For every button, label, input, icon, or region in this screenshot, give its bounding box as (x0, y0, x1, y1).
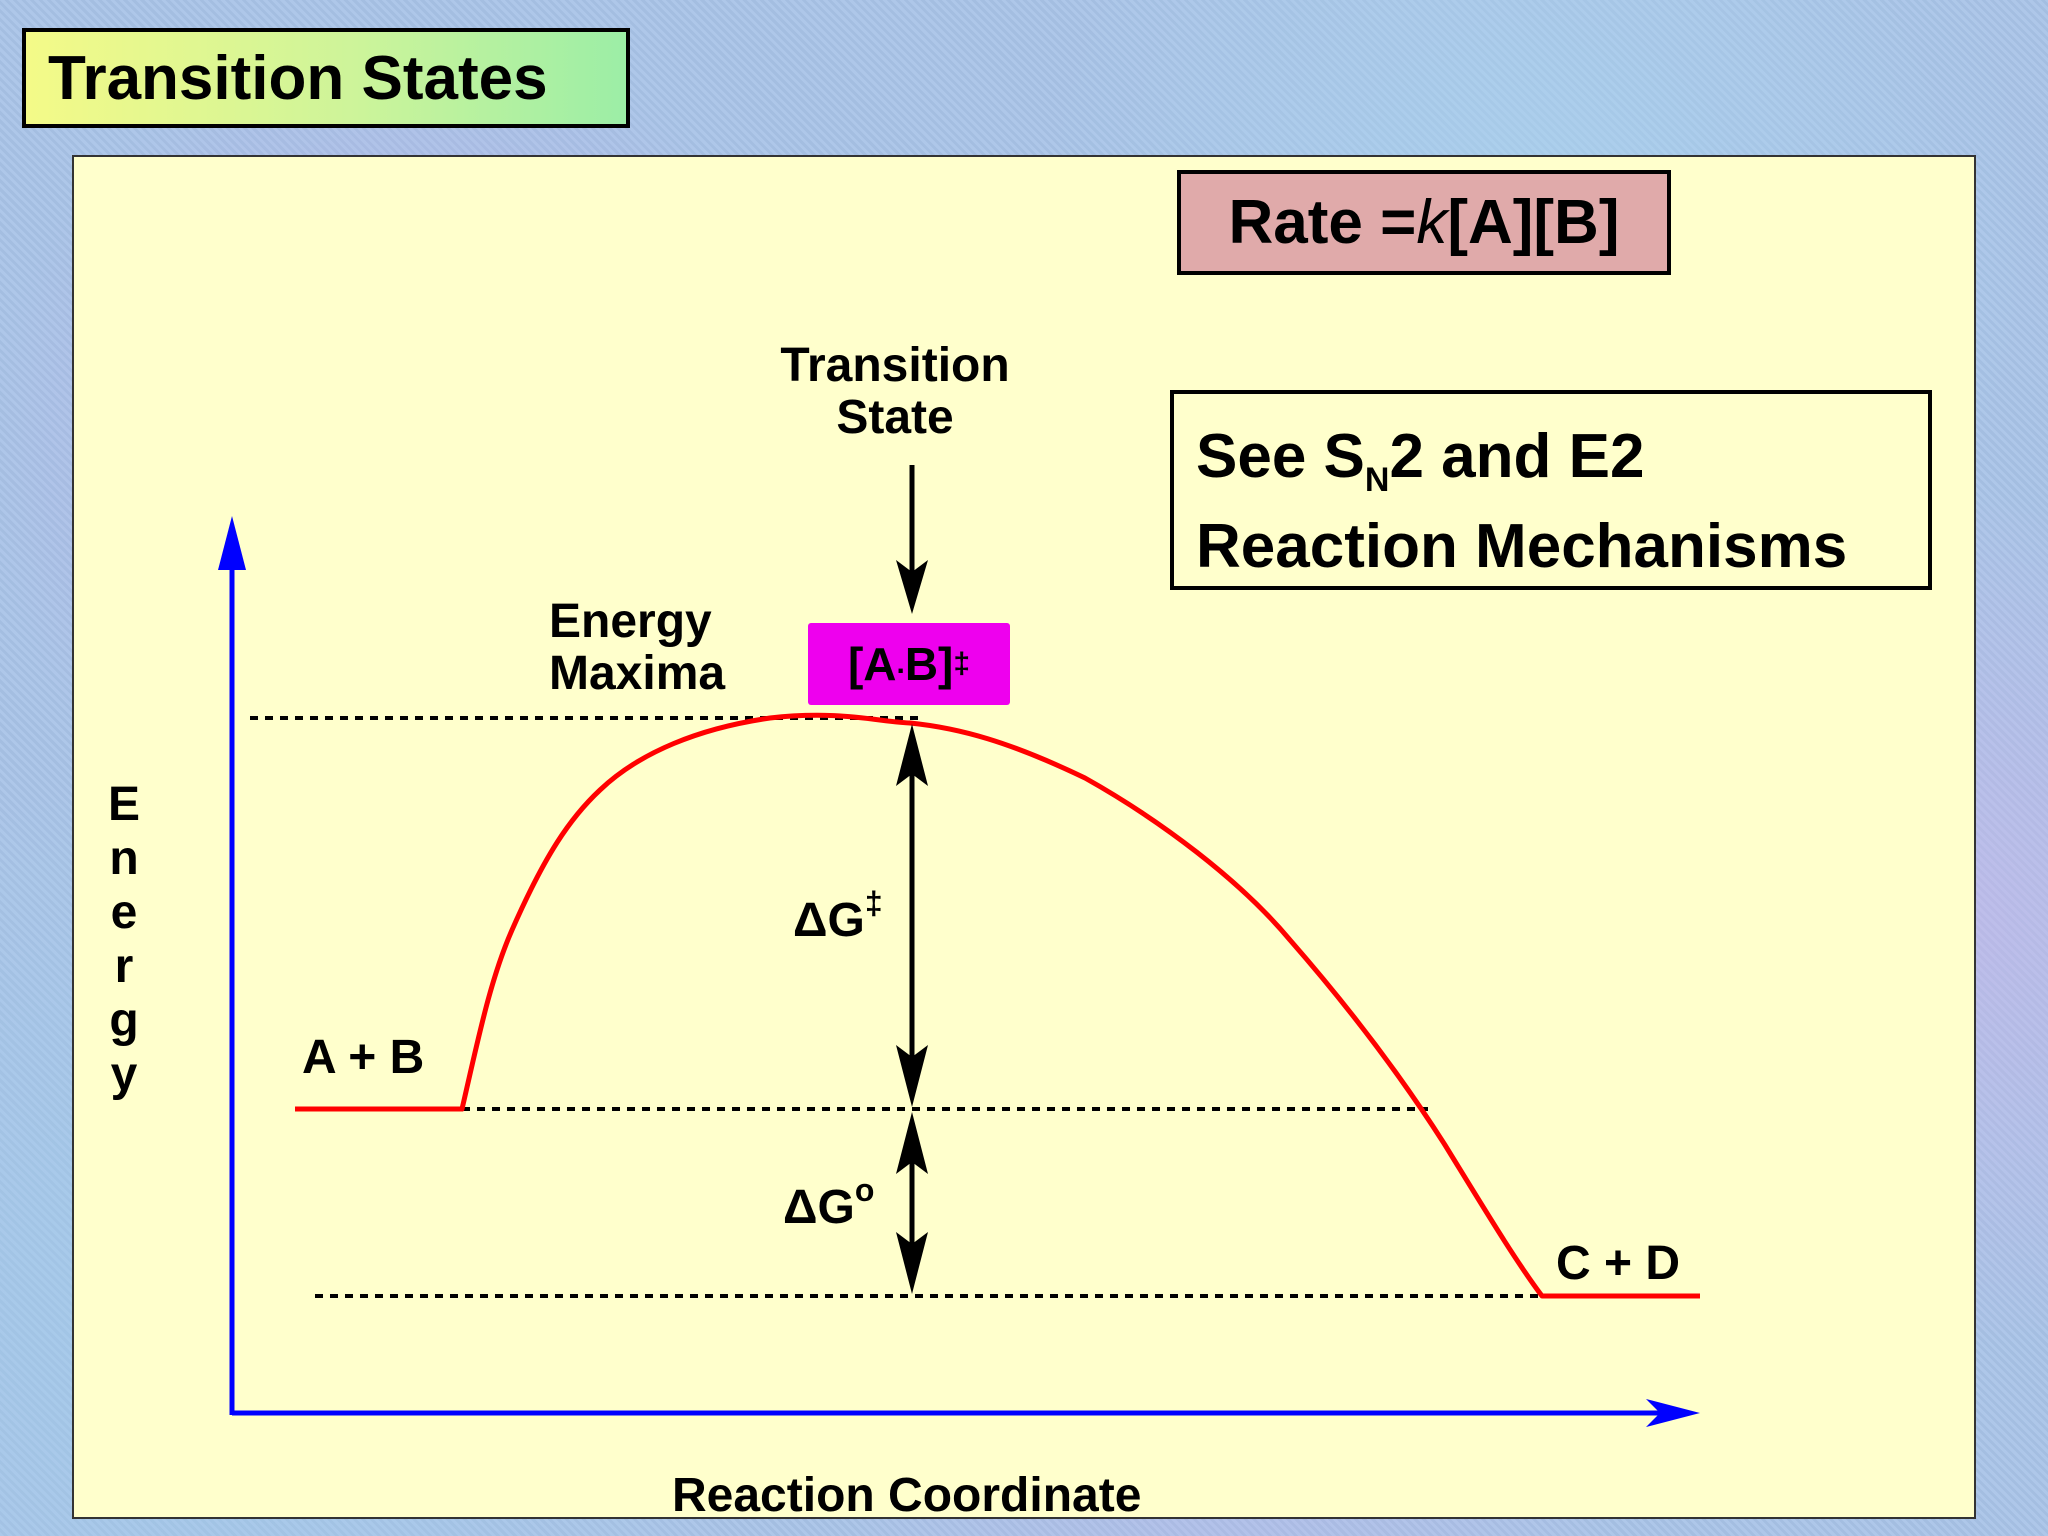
rate-law-concentrations: [A][B] (1447, 188, 1620, 257)
standard-free-energy-arrow-top (896, 1112, 928, 1174)
transition-state-label-line2: State (836, 391, 954, 444)
transition-state-pointer-arrowhead (896, 560, 928, 614)
y-axis-label: Energy (107, 778, 140, 1101)
x-axis-arrowhead (1646, 1399, 1700, 1427)
standard-free-energy-arrow-bottom (896, 1232, 928, 1294)
y-axis-arrowhead (218, 516, 246, 570)
energy-maxima-label-line2: Maxima (549, 647, 726, 700)
standard-free-energy-symbol: ΔG (783, 1181, 855, 1234)
mechanism-note-subscript: N (1364, 461, 1390, 499)
activation-energy-symbol: ΔG (793, 894, 865, 947)
x-axis-label: Reaction Coordinate (672, 1469, 1142, 1522)
reactants-label: A + B (302, 1031, 425, 1084)
activated-complex-a: [A (847, 638, 897, 690)
rate-constant: k (1416, 188, 1448, 257)
energy-maxima-label-line1: Energy (549, 595, 712, 648)
slide-title: Transition States (22, 28, 630, 128)
activation-energy-arrow-bottom (896, 1045, 928, 1107)
transition-state-label: Transition State (760, 340, 1030, 444)
diagram-panel (72, 155, 1976, 1519)
activation-energy-label: ΔG‡ (793, 887, 883, 948)
mechanism-note-line1: See SN2 and E2 (1196, 412, 1928, 502)
transition-state-label-line1: Transition (780, 339, 1010, 392)
reaction-energy-curve (295, 712, 1700, 1299)
mechanism-note-line2: Reaction Mechanisms (1196, 512, 1848, 581)
mechanism-note-box: See SN2 and E2 Reaction Mechanisms (1170, 390, 1932, 590)
rate-law-box: Rate = k [A][B] (1177, 170, 1671, 275)
activated-complex-b: B] (904, 638, 954, 690)
mechanism-note-see: See S (1196, 422, 1365, 491)
standard-free-energy-label: ΔGo (783, 1174, 874, 1235)
energy-maxima-label: Energy Maxima (549, 596, 725, 700)
standard-free-energy-superscript: o (854, 1172, 875, 1208)
products-label: C + D (1556, 1237, 1681, 1290)
mechanism-note-types: 2 and E2 (1389, 422, 1645, 491)
activation-energy-superscript: ‡ (864, 885, 883, 921)
rate-law-prefix: Rate = (1228, 188, 1417, 257)
activated-complex-box: [A. B] ‡ (808, 623, 1010, 705)
activation-energy-arrow-top (896, 724, 928, 786)
